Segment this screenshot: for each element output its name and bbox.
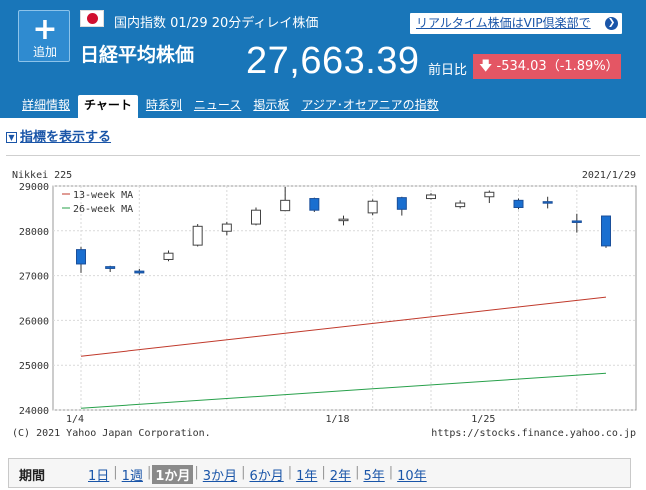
change-value: -534.03（-1.89%） <box>496 59 619 74</box>
candle-body <box>221 223 232 232</box>
legend-label: 13-week MA <box>73 190 133 201</box>
period-selector: 期間 1日 | 1週 | 1か月 | 3か月 | 6か月 | 1年 | 2年 | 5年 | 10年 <box>8 458 631 488</box>
y-tick-label: 29000 <box>19 182 49 193</box>
vip-link-label: リアルタイム株価はVIP倶楽部で <box>416 16 591 30</box>
tab-4[interactable]: 掲示板 <box>253 98 290 112</box>
x-tick-label: 1/18 <box>325 414 349 425</box>
candle-body <box>396 197 407 210</box>
y-tick-label: 24000 <box>19 406 49 417</box>
candle-body <box>76 249 86 265</box>
arrow-down-icon: 🡇 <box>479 59 493 74</box>
ma26-line <box>80 372 607 409</box>
candle-body <box>192 225 203 246</box>
chart-title: Nikkei 225 <box>12 170 72 181</box>
period-list: 1日 | 1週 | 1か月 | 3か月 | 6か月 | 1年 | 2年 | 5年 | 10年 <box>85 465 430 484</box>
candle-body <box>455 202 466 208</box>
add-button-label: 追加 <box>32 45 57 59</box>
tab-0[interactable]: 詳細情報 <box>22 98 71 112</box>
period-option-1[interactable]: 1週 <box>121 469 143 484</box>
period-separator: | <box>355 465 360 480</box>
market-label: 国内指数 <box>114 16 167 31</box>
tab-3[interactable]: ニュース <box>193 98 242 112</box>
show-indicators-label: 指標を表示する <box>20 130 112 145</box>
period-option-6[interactable]: 2年 <box>329 469 352 484</box>
candle-body <box>251 209 261 225</box>
price-change: 🡇 -534.03（-1.89%） <box>473 54 621 79</box>
candle-body <box>513 199 524 209</box>
quote-date: 01/29 <box>170 16 208 31</box>
candle-body <box>542 201 553 204</box>
chart-copyright: (C) 2021 Yahoo Japan Corporation. <box>12 428 211 439</box>
y-tick-label: 28000 <box>19 227 49 238</box>
legend-label: 26-week MA <box>73 204 133 215</box>
candle-body <box>280 199 291 212</box>
period-separator: | <box>241 465 246 480</box>
chart-date: 2021/1/29 <box>582 170 636 181</box>
japan-flag-icon <box>80 10 104 27</box>
stock-name: 日経平均株価 <box>80 44 195 66</box>
chart-source-url: https://stocks.finance.yahoo.co.jp <box>431 428 636 439</box>
y-tick-label: 26000 <box>19 316 49 327</box>
add-button[interactable]: + 追加 <box>18 10 70 62</box>
candle-body <box>367 200 378 214</box>
period-separator: | <box>388 465 394 480</box>
candle-body <box>571 220 582 223</box>
period-option-7[interactable]: 5年 <box>363 469 385 484</box>
show-indicators-link[interactable]: ▼ 指標を表示する <box>6 126 111 145</box>
tab-2[interactable]: 時系列 <box>145 98 182 112</box>
period-separator: | <box>194 465 199 480</box>
quote-meta: 国内指数 01/29 20分ディレイ株価 <box>114 12 318 31</box>
candle-body <box>309 198 320 211</box>
ma13-line <box>80 296 607 357</box>
current-price: 27,663.39 <box>246 40 420 82</box>
tab-1[interactable]: チャート <box>78 95 138 118</box>
period-option-3[interactable]: 3か月 <box>202 469 238 484</box>
period-option-2[interactable]: 1か月 <box>152 465 194 484</box>
delay-note: 20分ディレイ株価 <box>211 16 319 31</box>
period-option-8[interactable]: 10年 <box>397 469 427 484</box>
y-tick-label: 25000 <box>19 361 49 372</box>
period-separator: | <box>113 465 118 480</box>
x-tick-label: 1/25 <box>471 414 495 425</box>
candle-body <box>426 194 436 200</box>
toggle-arrow-icon: ▼ <box>6 132 17 143</box>
period-separator: | <box>146 465 152 480</box>
period-separator: | <box>287 465 293 480</box>
candle-body <box>163 252 174 260</box>
candle-body <box>105 266 116 269</box>
price-chart: Nikkei 225 2021/1/29 24000 25000 26000 27000 2… <box>12 170 637 439</box>
plus-icon: + <box>32 12 58 47</box>
tab-5[interactable]: アジア･オセアニアの指数 <box>301 98 439 112</box>
period-separator: | <box>321 465 326 480</box>
x-tick-label: 1/4 <box>66 414 84 425</box>
plot-area <box>52 185 637 411</box>
candle-body <box>338 218 349 222</box>
chevron-right-icon: ❯ <box>605 17 618 30</box>
quote-header: + 追加 国内指数 01/29 20分ディレイ株価 リアルタイム株価はVIP倶楽… <box>0 0 646 118</box>
tab-bar: 詳細情報 チャート 時系列 ニュース 掲示板 アジア･オセアニアの指数 <box>18 95 447 118</box>
candle-body <box>134 270 145 274</box>
divider <box>6 155 640 156</box>
period-option-0[interactable]: 1日 <box>88 469 110 484</box>
y-tick-label: 27000 <box>19 272 49 283</box>
period-title: 期間 <box>19 469 46 484</box>
change-label: 前日比 <box>428 63 468 78</box>
candle-body <box>601 215 611 247</box>
vip-club-link[interactable]: リアルタイム株価はVIP倶楽部で ❯ <box>410 13 622 34</box>
candle-body <box>484 191 495 198</box>
period-option-5[interactable]: 1年 <box>296 469 318 484</box>
period-option-4[interactable]: 6か月 <box>249 469 284 484</box>
